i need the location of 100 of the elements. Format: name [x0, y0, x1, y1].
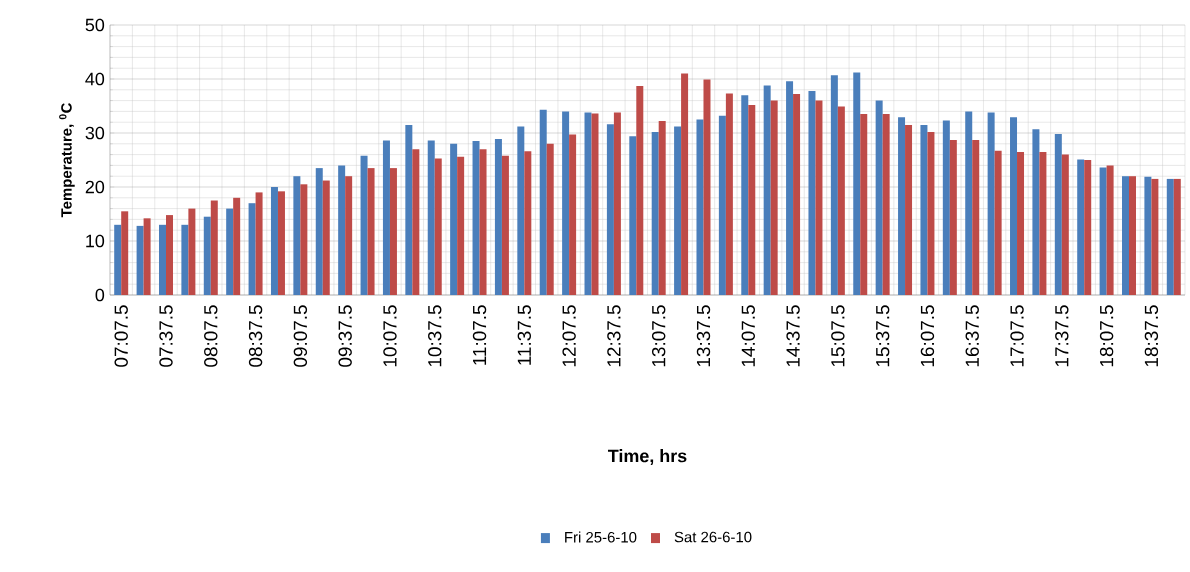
x-tick-label: 07:37.5	[159, 305, 173, 367]
bar	[203, 216, 211, 295]
bar	[972, 140, 980, 295]
bar	[1054, 134, 1062, 295]
bar	[674, 126, 682, 295]
legend-label: Sat 26-6-10	[674, 531, 752, 543]
bar	[965, 111, 973, 295]
bar	[188, 208, 196, 295]
x-tick-label: 18:37.5	[1144, 305, 1159, 367]
x-tick-label: 15:37.5	[875, 305, 890, 367]
bar	[494, 138, 502, 295]
bar	[1151, 178, 1159, 295]
y-tick-label: 30	[85, 126, 105, 140]
bar	[837, 106, 845, 295]
bar	[233, 197, 241, 295]
bar	[1173, 178, 1181, 295]
y-tick-label: 10	[86, 234, 105, 248]
bar	[651, 131, 659, 295]
bar	[718, 115, 726, 295]
bar	[942, 120, 950, 295]
x-tick-label: 12:37.5	[607, 305, 621, 367]
bar	[293, 176, 301, 295]
bar	[927, 131, 935, 295]
bar	[338, 165, 346, 295]
bar	[1010, 117, 1018, 295]
bar	[1166, 178, 1174, 295]
bar	[860, 114, 868, 295]
bar	[696, 119, 704, 295]
bar	[1106, 165, 1114, 295]
x-tick-label: 10:07.5	[383, 305, 397, 367]
bar	[158, 224, 166, 295]
bar	[994, 150, 1002, 295]
bar	[479, 149, 487, 295]
x-tick-label: 17:07.5	[1010, 305, 1024, 367]
bar	[1032, 129, 1040, 295]
bar	[629, 136, 637, 295]
bar	[562, 111, 570, 295]
bar	[434, 158, 442, 295]
bar	[539, 109, 547, 295]
x-tick-label: 11:07.5	[472, 305, 487, 365]
bar	[136, 225, 144, 295]
x-tick-label: 10:37.5	[428, 305, 442, 367]
y-tick-label: 40	[85, 72, 105, 86]
bar	[412, 149, 420, 295]
bar	[920, 124, 928, 295]
x-tick-label: 14:37.5	[786, 305, 800, 367]
bar	[322, 180, 330, 295]
bar	[606, 124, 614, 295]
bar	[1084, 160, 1092, 295]
x-tick-label: 11:37.5	[517, 305, 532, 365]
bar	[1129, 176, 1136, 295]
bar	[315, 168, 323, 295]
bar	[808, 90, 816, 295]
x-tick-label: 13:37.5	[696, 305, 711, 367]
bar	[875, 100, 883, 295]
bar	[248, 203, 256, 295]
x-tick-label: 08:07.5	[204, 305, 218, 367]
bar	[121, 211, 129, 295]
legend-label: Fri 25-6-10	[565, 531, 637, 543]
bar	[382, 140, 390, 295]
y-tick-label: 0	[95, 288, 105, 302]
bar	[703, 79, 711, 295]
x-tick-label: 07:07.5	[114, 305, 128, 367]
bar	[1144, 176, 1152, 295]
bar	[741, 95, 749, 295]
bar	[725, 93, 733, 295]
x-tick-label: 09:37.5	[338, 305, 352, 367]
x-tick-label: 09:07.5	[293, 305, 308, 367]
bar	[681, 73, 689, 295]
bar	[793, 94, 801, 295]
x-tick-label: 12:07.5	[562, 305, 576, 367]
y-tick-label: 50	[85, 18, 105, 32]
bar	[270, 187, 278, 295]
x-tick-label: 08:37.5	[248, 305, 263, 367]
bar	[1099, 167, 1107, 295]
bar	[457, 156, 465, 295]
x-tick-label: 16:37.5	[965, 305, 979, 367]
x-tick-label: 16:07.5	[920, 305, 935, 367]
bar	[405, 124, 413, 295]
bar	[450, 143, 458, 295]
bar	[427, 140, 435, 295]
bar	[143, 218, 151, 295]
bar	[584, 112, 592, 295]
bar	[815, 100, 823, 295]
bar	[786, 81, 794, 295]
bar	[1017, 151, 1025, 295]
bar	[1122, 176, 1129, 295]
bar	[636, 86, 644, 295]
x-tick-label: 17:37.5	[1055, 305, 1069, 367]
bar	[181, 224, 189, 295]
bar	[905, 124, 913, 295]
x-tick-label: 15:07.5	[831, 305, 845, 367]
bar	[255, 192, 263, 295]
bar	[853, 72, 861, 295]
bar	[748, 104, 756, 295]
bar	[1061, 154, 1069, 295]
bar	[226, 208, 234, 295]
bar	[591, 113, 599, 295]
x-tick-label: 18:07.5	[1099, 305, 1114, 367]
bar	[987, 112, 995, 295]
